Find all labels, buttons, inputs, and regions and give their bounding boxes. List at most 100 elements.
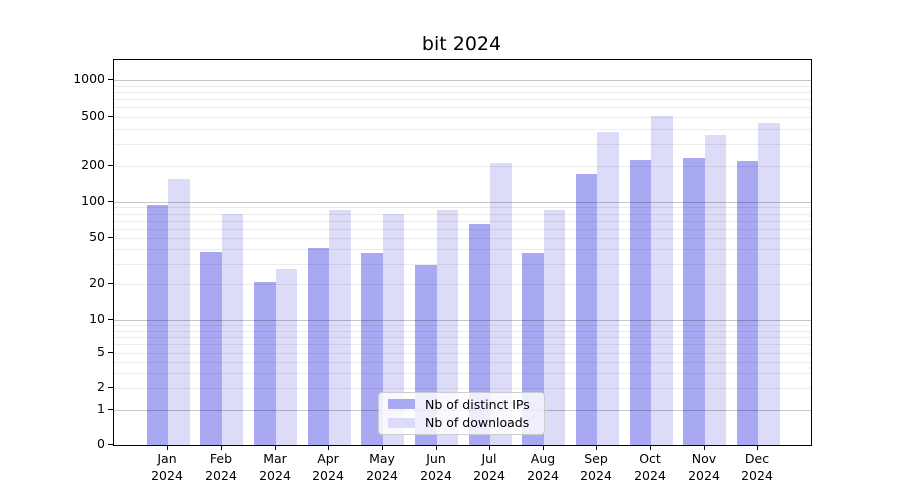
y-tick-label: 1000 <box>73 71 105 86</box>
x-tick <box>543 445 544 450</box>
gridline-minor <box>114 107 811 108</box>
x-tick-label: Oct 2024 <box>618 450 682 484</box>
gridline-minor <box>114 92 811 93</box>
y-tick <box>108 165 113 166</box>
x-tick-month: Nov <box>691 451 717 466</box>
bar-downloads-jan <box>168 179 190 445</box>
x-tick-year: 2024 <box>312 468 344 483</box>
bar-downloads-dec <box>758 122 780 445</box>
bar-downloads-feb <box>221 214 244 445</box>
gridline-minor <box>114 166 811 167</box>
x-tick-year: 2024 <box>688 468 720 483</box>
bar-distinct-ips-jan <box>146 204 169 445</box>
x-tick-month: Dec <box>744 451 770 466</box>
y-tick <box>108 319 113 320</box>
x-tick-label: Jan 2024 <box>135 450 199 484</box>
bar-downloads-sep <box>597 131 619 445</box>
y-tick-label: 10 <box>89 311 105 326</box>
gridline-minor <box>114 388 811 389</box>
x-tick <box>221 445 222 450</box>
legend: Nb of distinct IPs Nb of downloads <box>378 392 545 435</box>
gridline-minor <box>114 238 811 239</box>
x-tick-month: Sep <box>584 451 608 466</box>
chart-title: bit 2024 <box>421 33 502 55</box>
bar-distinct-ips-may <box>361 253 383 445</box>
bar-distinct-ips-feb <box>200 251 222 445</box>
x-tick <box>275 445 276 450</box>
gridline-major <box>114 80 811 81</box>
x-tick-month: May <box>369 451 395 466</box>
x-tick <box>489 445 490 450</box>
x-tick-label: Dec 2024 <box>725 450 789 484</box>
gridline-minor <box>114 325 811 326</box>
x-tick <box>328 445 329 450</box>
x-tick-year: 2024 <box>420 468 452 483</box>
gridline-minor <box>114 86 811 87</box>
legend-item: Nb of distinct IPs <box>388 397 544 412</box>
y-tick <box>108 116 113 117</box>
y-tick-label: 20 <box>89 275 105 290</box>
x-tick-label: Apr 2024 <box>296 450 360 484</box>
x-tick-year: 2024 <box>151 468 183 483</box>
x-tick-label: Aug 2024 <box>511 450 575 484</box>
x-tick-year: 2024 <box>580 468 612 483</box>
y-tick-label: 0 <box>97 436 105 451</box>
legend-label: Nb of distinct IPs <box>425 396 530 412</box>
x-tick-month: Feb <box>209 451 233 466</box>
gridline-minor <box>114 284 811 285</box>
gridline-minor <box>114 264 811 265</box>
x-tick <box>436 445 437 450</box>
legend-swatch-downloads <box>388 417 415 428</box>
gridline-minor <box>114 337 811 338</box>
x-tick-year: 2024 <box>473 468 505 483</box>
gridline-minor <box>114 221 811 222</box>
gridline-minor <box>114 331 811 332</box>
y-tick-label: 5 <box>97 344 105 359</box>
y-tick-label: 200 <box>81 157 105 172</box>
x-tick-label: Jun 2024 <box>404 450 468 484</box>
x-tick-year: 2024 <box>741 468 773 483</box>
y-tick-label: 1 <box>97 401 105 416</box>
gridline-minor <box>114 214 811 215</box>
gridline-minor <box>114 344 811 345</box>
x-tick <box>704 445 705 450</box>
bar-downloads-oct <box>651 115 673 445</box>
bar-downloads-aug <box>543 209 566 445</box>
y-tick <box>108 387 113 388</box>
bar-distinct-ips-dec <box>736 160 759 445</box>
bar-distinct-ips-mar <box>254 281 276 445</box>
x-tick-label: Feb 2024 <box>189 450 253 484</box>
bar-downloads-jul <box>490 163 512 445</box>
y-tick-label: 50 <box>89 229 105 244</box>
bar-downloads-may <box>382 214 405 445</box>
x-tick-label: Sep 2024 <box>564 450 628 484</box>
gridline-minor <box>114 117 811 118</box>
gridline-major <box>114 202 811 203</box>
y-tick-label: 500 <box>81 108 105 123</box>
gridline-minor <box>114 249 811 250</box>
gridline-minor <box>114 362 811 363</box>
y-tick <box>108 201 113 202</box>
gridline-minor <box>114 144 811 145</box>
gridline-minor <box>114 99 811 100</box>
gridline-major <box>114 320 811 321</box>
bar-downloads-apr <box>329 209 351 445</box>
x-tick-year: 2024 <box>259 468 291 483</box>
x-tick <box>382 445 383 450</box>
bar-distinct-ips-apr <box>307 247 330 445</box>
x-tick <box>167 445 168 450</box>
plot-area <box>113 59 812 446</box>
x-tick-month: Aug <box>530 451 556 466</box>
x-tick-month: Jan <box>157 451 177 466</box>
x-tick-label: Jul 2024 <box>457 450 521 484</box>
x-tick-month: Jun <box>426 451 446 466</box>
x-tick-month: Jul <box>481 451 497 466</box>
x-tick-year: 2024 <box>527 468 559 483</box>
bar-distinct-ips-jul <box>468 224 491 445</box>
bar-distinct-ips-nov <box>683 158 705 445</box>
x-tick-month: Apr <box>317 451 339 466</box>
x-tick-label: Nov 2024 <box>672 450 736 484</box>
x-tick-year: 2024 <box>634 468 666 483</box>
x-tick-month: Mar <box>263 451 287 466</box>
